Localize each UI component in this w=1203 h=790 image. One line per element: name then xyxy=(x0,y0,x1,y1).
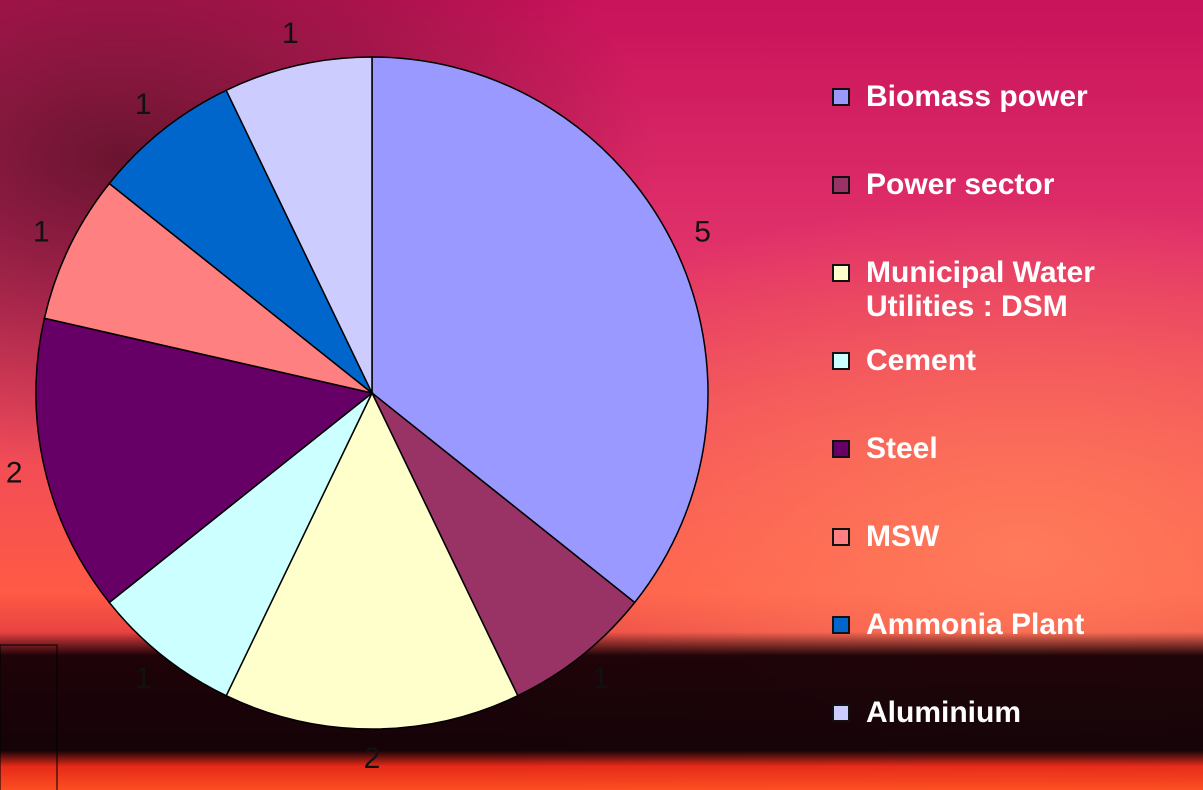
legend-item: Cement xyxy=(832,344,1192,378)
data-label: 5 xyxy=(694,216,711,249)
frame xyxy=(0,645,57,790)
data-label: 1 xyxy=(592,662,609,695)
legend-label: Power sector xyxy=(866,168,1054,202)
legend-swatch xyxy=(832,264,850,282)
legend-label: Steel xyxy=(866,432,938,466)
data-label: 1 xyxy=(135,88,152,121)
legend-label: Municipal Water Utilities : DSM xyxy=(866,256,1192,324)
data-label: 1 xyxy=(282,17,299,50)
slide: 5 1 2 1 2 1 1 1 Biomass power Power sector Munici… xyxy=(0,0,1203,790)
data-label: 2 xyxy=(364,742,381,775)
data-label: 2 xyxy=(6,457,23,490)
legend-label: Aluminium xyxy=(866,696,1021,730)
legend-item: Ammonia Plant xyxy=(832,608,1192,642)
legend-item: MSW xyxy=(832,520,1192,554)
legend-label: Ammonia Plant xyxy=(866,608,1084,642)
legend-label: Cement xyxy=(866,344,976,378)
legend-swatch xyxy=(832,704,850,722)
chart: 5 1 2 1 2 1 1 1 xyxy=(0,0,1203,790)
data-label: 1 xyxy=(135,662,152,695)
legend-swatch xyxy=(832,352,850,370)
legend-swatch xyxy=(832,88,850,106)
legend-swatch xyxy=(832,176,850,194)
legend-item: Biomass power xyxy=(832,80,1192,114)
legend-swatch xyxy=(832,616,850,634)
data-label: 1 xyxy=(33,216,50,249)
legend-swatch xyxy=(832,440,850,458)
legend-item: Power sector xyxy=(832,168,1192,202)
legend-item: Steel xyxy=(832,432,1192,466)
legend-item: Aluminium xyxy=(832,696,1192,730)
legend-swatch xyxy=(832,528,850,546)
legend-item: Municipal Water Utilities : DSM xyxy=(832,256,1192,324)
legend-label: Biomass power xyxy=(866,80,1088,114)
legend-label: MSW xyxy=(866,520,939,554)
